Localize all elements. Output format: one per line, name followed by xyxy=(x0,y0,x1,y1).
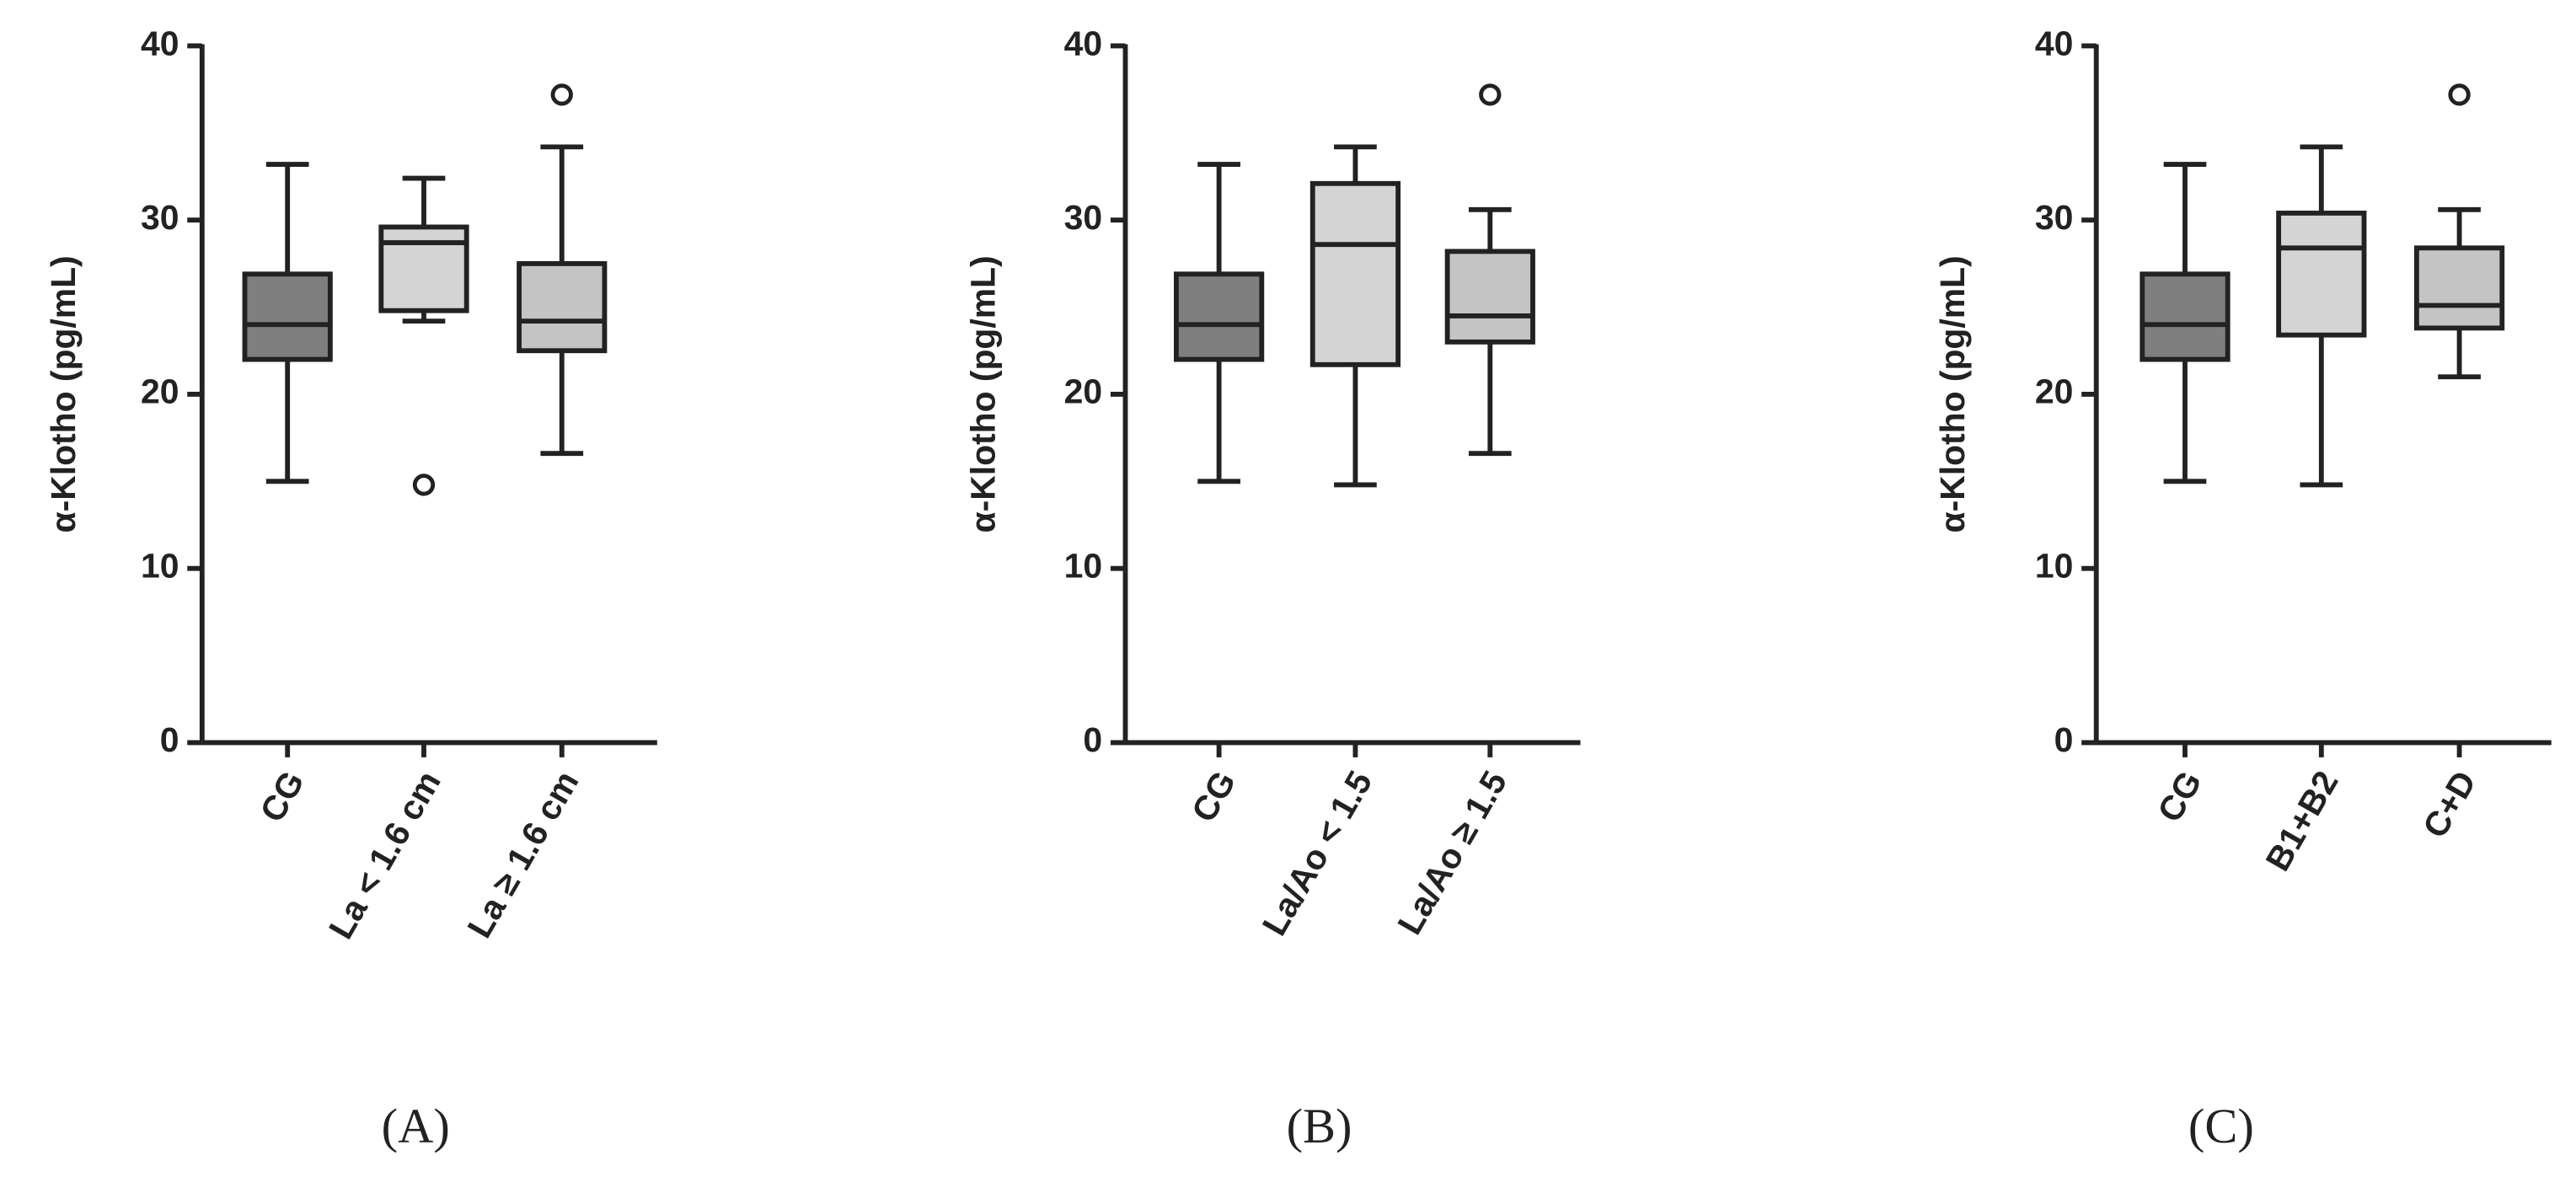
y-tick-label: 0 xyxy=(160,720,179,759)
y-tick-label: 10 xyxy=(1064,546,1103,585)
y-tick-label: 20 xyxy=(141,372,179,411)
box xyxy=(1444,249,1535,345)
y-tick-label: 0 xyxy=(1083,720,1102,759)
y-tick-label: 20 xyxy=(1064,372,1103,411)
y-axis-label: α-Klotho (pg/mL) xyxy=(964,255,1003,532)
y-tick-label: 40 xyxy=(1064,24,1103,62)
outlier xyxy=(550,83,573,106)
x-tick-label: La/Ao ≥ 1.5 xyxy=(1390,764,1514,941)
y-tick-label: 30 xyxy=(1064,198,1103,237)
x-tick-label: C+D xyxy=(2415,764,2483,844)
y-tick-label: 40 xyxy=(2035,24,2074,62)
x-tick-label: CG xyxy=(1184,764,1244,828)
panel-label: (B) xyxy=(1287,1099,1352,1153)
box xyxy=(2413,245,2505,331)
box xyxy=(1174,271,1265,362)
outlier xyxy=(412,473,436,496)
box xyxy=(517,260,608,354)
x-tick-label: B1+B2 xyxy=(2258,764,2346,877)
y-tick-label: 30 xyxy=(2035,198,2074,237)
panel-label: (A) xyxy=(382,1099,450,1153)
box xyxy=(242,271,333,362)
x-tick-label: CG xyxy=(2150,764,2209,828)
y-tick-label: 20 xyxy=(2035,372,2074,411)
panel-label: (C) xyxy=(2188,1099,2254,1153)
outlier xyxy=(1479,83,1502,106)
y-tick-label: 40 xyxy=(141,24,179,62)
y-axis-label: α-Klotho (pg/mL) xyxy=(44,255,83,532)
y-tick-label: 30 xyxy=(141,198,179,237)
box xyxy=(378,224,469,313)
box xyxy=(2276,211,2367,338)
x-tick-label: La ≥ 1.6 cm xyxy=(460,764,586,944)
y-tick-label: 0 xyxy=(2054,720,2074,759)
x-tick-label: CG xyxy=(252,764,312,828)
x-tick-label: La/Ao < 1.5 xyxy=(1255,764,1380,942)
outlier xyxy=(2448,83,2471,106)
x-tick-label: La < 1.6 cm xyxy=(321,764,448,945)
y-tick-label: 10 xyxy=(141,546,179,585)
y-tick-label: 10 xyxy=(2035,546,2074,585)
y-axis-label: α-Klotho (pg/mL) xyxy=(1933,255,1972,532)
box xyxy=(1309,180,1401,367)
box xyxy=(2140,271,2231,362)
